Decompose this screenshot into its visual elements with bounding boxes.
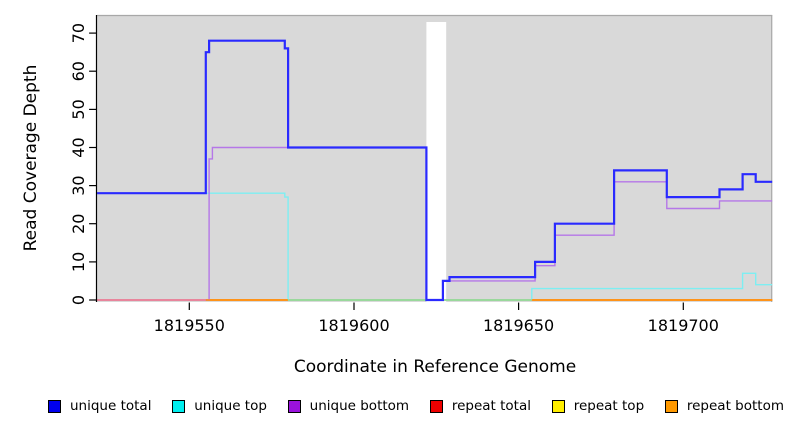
legend-swatch-unique-top — [172, 399, 186, 413]
legend-label: repeat bottom — [686, 398, 784, 414]
legend-swatch-repeat-top — [551, 399, 565, 413]
unique-total-line — [97, 39, 773, 302]
legend-label: unique bottom — [309, 398, 410, 414]
legend-item-repeat-total: repeat total — [429, 398, 531, 414]
y-tick-label: 30 — [69, 175, 88, 195]
legend-item-repeat-bottom: repeat bottom — [664, 398, 784, 414]
legend-label: repeat total — [451, 398, 531, 414]
coverage-gap-band — [426, 22, 447, 302]
y-tick-label: 40 — [69, 137, 88, 157]
x-tick-label: 1819550 — [154, 316, 225, 335]
legend-label: repeat top — [573, 398, 645, 414]
legend-swatch-unique-bottom — [287, 399, 301, 413]
y-axis-title: Read Coverage Depth — [21, 64, 41, 252]
legend-item-unique-bottom: unique bottom — [287, 398, 410, 414]
legend-swatch-repeat-bottom — [664, 399, 678, 413]
legend-item-repeat-top: repeat top — [551, 398, 645, 414]
unique-top-line — [97, 192, 773, 301]
legend-label: unique total — [70, 398, 152, 414]
coverage-chart: 0 10 20 30 40 50 60 70 1819550 1819600 1819650 1819… — [69, 14, 773, 335]
legend-item-unique-top: unique top — [172, 398, 267, 414]
x-tick-label: 1819650 — [483, 316, 554, 335]
x-axis-title: Coordinate in Reference Genome — [293, 357, 577, 377]
y-tick-label: 70 — [69, 23, 88, 43]
y-tick-label: 50 — [69, 99, 88, 119]
y-tick-label: 60 — [69, 61, 88, 81]
y-tick-label: 20 — [69, 214, 88, 234]
y-tick-label: 10 — [69, 252, 88, 272]
legend-item-unique-total: unique total — [48, 398, 151, 414]
legend-swatch-unique-total — [48, 399, 61, 413]
legend-label: unique top — [194, 398, 267, 414]
y-tick-label: 0 — [69, 295, 88, 305]
legend-swatch-repeat-total — [429, 399, 443, 413]
x-tick-label: 1819700 — [648, 316, 719, 335]
legend: unique total unique top unique bottom repea… — [48, 398, 784, 414]
x-tick-label: 1819600 — [318, 316, 389, 335]
